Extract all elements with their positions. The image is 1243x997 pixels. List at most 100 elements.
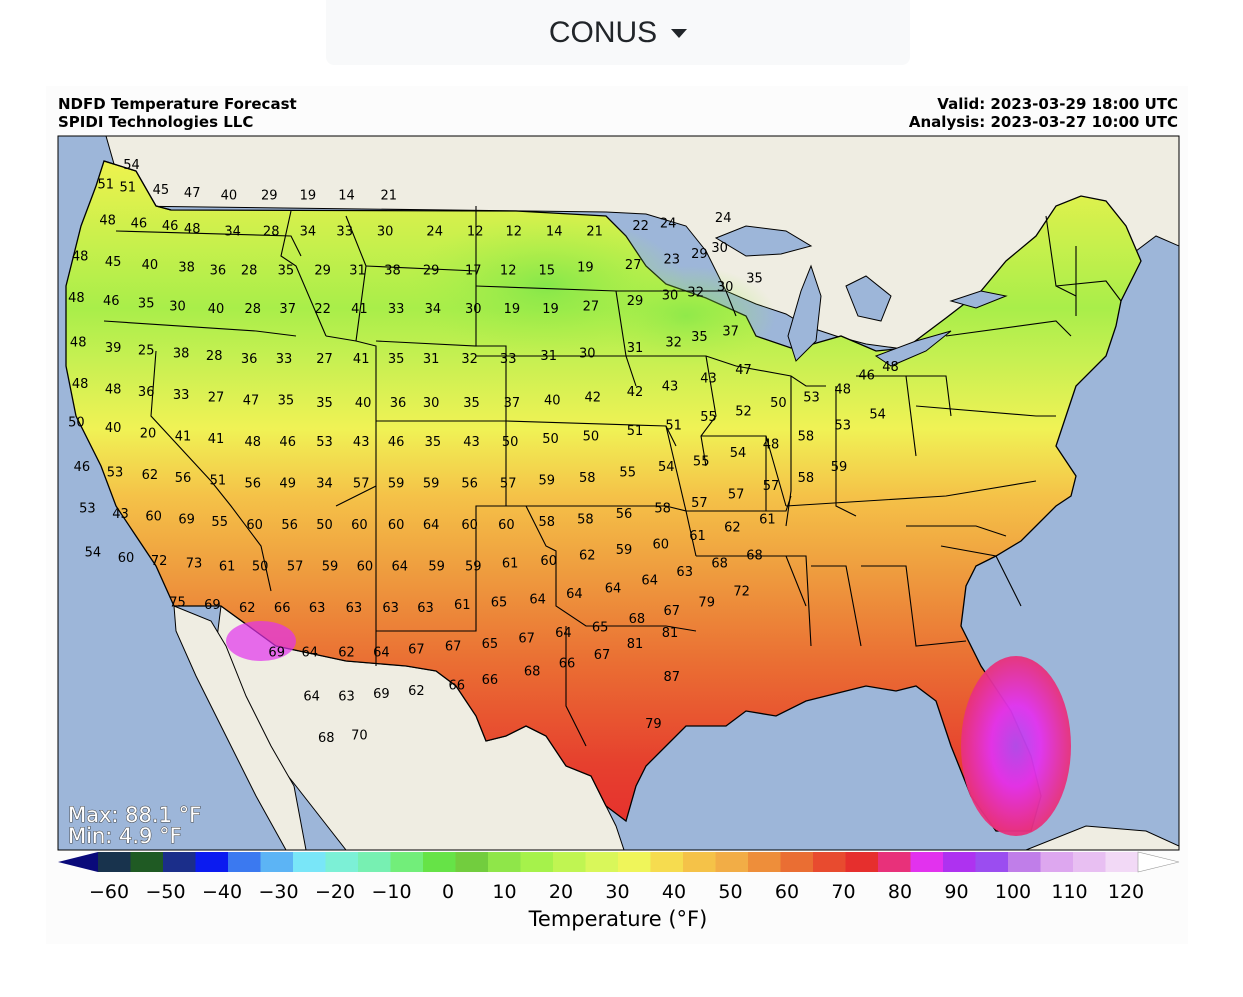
temperature-label: 30: [377, 225, 394, 240]
temperature-label: 50: [316, 518, 333, 533]
temperature-label: 38: [178, 261, 195, 276]
temperature-label: 19: [542, 302, 559, 317]
temperature-label: 42: [627, 385, 644, 400]
temperature-label: 50: [770, 396, 787, 411]
temperature-label: 34: [224, 225, 241, 240]
temperature-label: 54: [730, 446, 747, 461]
temperature-label: 46: [162, 219, 179, 234]
temperature-label: 55: [693, 454, 710, 469]
temperature-label: 53: [107, 465, 124, 480]
colorbar-segment: [455, 852, 489, 872]
temperature-label: 57: [691, 496, 708, 511]
temperature-label: 30: [169, 299, 186, 314]
baja-land: [173, 605, 307, 850]
temperature-label: 69: [268, 645, 285, 660]
temperature-label: 14: [546, 225, 563, 240]
temperature-label: 57: [763, 479, 780, 494]
colorbar-tick-label: −10: [371, 881, 411, 903]
temperature-label: 48: [99, 214, 116, 229]
temperature-label: 47: [184, 186, 201, 201]
temperature-label: 43: [353, 435, 370, 450]
temperature-label: 53: [834, 418, 851, 433]
temperature-label: 61: [502, 557, 519, 572]
temperature-label: 59: [465, 560, 482, 575]
temperature-label: 48: [763, 438, 780, 453]
temperature-label: 46: [131, 216, 148, 231]
temperature-label: 27: [208, 391, 225, 406]
temperature-label: 81: [627, 637, 644, 652]
temperature-label: 61: [454, 598, 471, 613]
colorbar-segment: [358, 852, 391, 872]
temperature-label: 31: [627, 341, 644, 356]
temperature-label: 46: [74, 460, 91, 475]
temperature-label: 37: [722, 324, 739, 339]
temperature-label: 21: [381, 189, 398, 204]
colorbar-segment: [780, 852, 814, 872]
temperature-label: 62: [408, 684, 425, 699]
temperature-label: 41: [208, 432, 225, 447]
temperature-label: 62: [338, 645, 355, 660]
temperature-label: 48: [70, 335, 87, 350]
colorbar-segment: [553, 852, 586, 872]
temperature-label: 64: [392, 560, 409, 575]
max-temperature: Max: 88.1 °F: [68, 803, 201, 827]
temperature-label: 46: [103, 294, 120, 309]
temperature-label: 41: [353, 352, 370, 367]
temperature-label: 24: [660, 216, 677, 231]
temperature-label: 59: [616, 543, 633, 558]
map-area: [58, 136, 1179, 850]
temperature-label: 75: [169, 596, 186, 611]
temperature-label: 68: [524, 665, 541, 680]
region-selector[interactable]: CONUS: [326, 0, 910, 65]
temperature-label: 62: [579, 548, 596, 563]
temperature-label: 35: [691, 330, 708, 345]
colorbar: [58, 851, 1180, 873]
temperature-label: 31: [349, 263, 366, 278]
temperature-label: 79: [698, 596, 715, 611]
temperature-label: 54: [869, 407, 886, 422]
temperature-label: 48: [105, 382, 122, 397]
temperature-label: 24: [426, 225, 443, 240]
temperature-label: 50: [583, 429, 600, 444]
temperature-label: 35: [746, 272, 763, 287]
temperature-label: 53: [803, 391, 820, 406]
valid-time: Valid: 2023-03-29 18:00 UTC: [937, 95, 1178, 113]
colorbar-segment: [683, 852, 716, 872]
temperature-label: 51: [210, 474, 227, 489]
temperature-label: 31: [423, 352, 440, 367]
coastline: [103, 160, 172, 211]
temperature-label: 14: [338, 189, 355, 204]
temperature-label: 28: [241, 263, 258, 278]
temperature-label: 38: [173, 346, 190, 361]
temperature-label: 53: [316, 435, 333, 450]
temperature-label: 73: [186, 557, 203, 572]
temperature-label: 36: [390, 396, 407, 411]
temperature-label: 67: [594, 648, 611, 663]
temperature-label: 39: [105, 341, 122, 356]
temperature-label: 32: [687, 286, 704, 301]
map-frame: [57, 135, 1180, 851]
temperature-label: 61: [759, 512, 776, 527]
temperature-label: 25: [138, 344, 155, 359]
temperature-label: 33: [173, 388, 190, 403]
temperature-label: 66: [274, 601, 291, 616]
temperature-label: 43: [700, 371, 717, 386]
temperature-label: 50: [502, 435, 519, 450]
colorbar-tick-label: −40: [202, 881, 242, 903]
min-temperature: Min: 4.9 °F: [68, 824, 182, 848]
temperature-label: 19: [577, 261, 594, 276]
temperature-label: 62: [239, 601, 256, 616]
temperature-label: 35: [316, 396, 333, 411]
temperature-label: 21: [586, 225, 603, 240]
colorbar-extend-high: [1137, 851, 1180, 873]
temperature-label: 38: [384, 263, 401, 278]
colorbar-label: Temperature (°F): [528, 907, 708, 931]
temperature-label: 54: [85, 546, 102, 561]
colorbar-segment: [390, 852, 424, 872]
colorbar-ticks: −60 −50 −40 −30 −20 −10 0 10 20 30 40 50 60 70 80 90 100…: [89, 881, 1144, 903]
temperature-label: 48: [184, 222, 201, 237]
temperature-label: 63: [309, 601, 326, 616]
temperature-labels: 54 51 51 45 47 40 29 19 14 21 48 46 46 48 34 28 34 33 30 24…: [68, 158, 899, 746]
temperature-label: 42: [585, 391, 602, 406]
temperature-label: 66: [559, 656, 576, 671]
